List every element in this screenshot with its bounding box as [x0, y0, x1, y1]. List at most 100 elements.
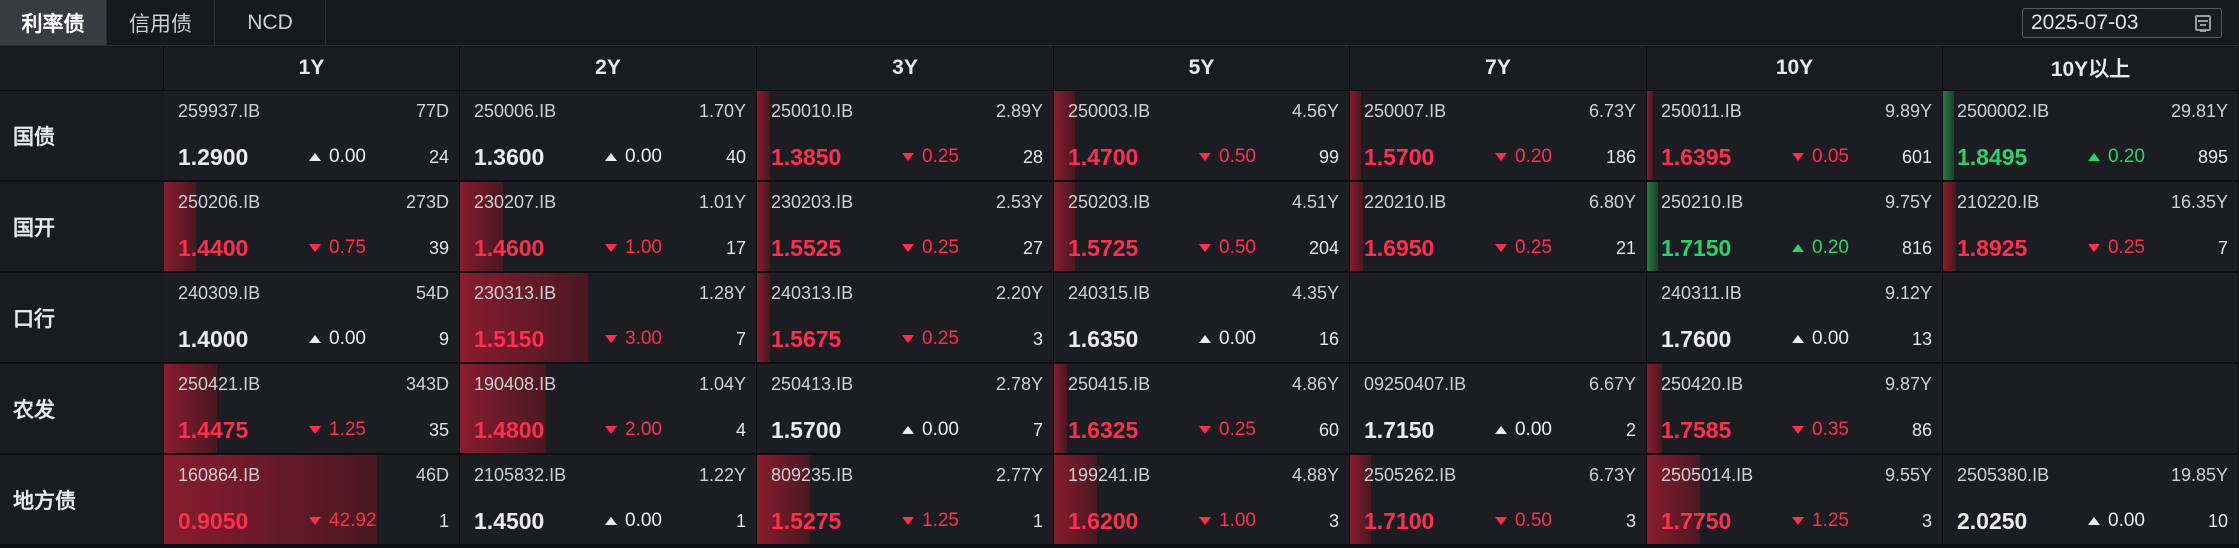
change-amount: 0.00	[1812, 328, 1849, 349]
bond-cell[interactable]: 250415.IB 4.86Y 1.6325 0.25 60	[1054, 364, 1350, 454]
change-amount: 1.00	[625, 237, 662, 258]
bond-cell[interactable]: 259937.IB 77D 1.2900 0.00 24	[164, 91, 460, 181]
column-header: 5Y	[1054, 46, 1350, 91]
change-value: 0.00	[309, 146, 366, 168]
bond-cell[interactable]: 250420.IB 9.87Y 1.7585 0.35 86	[1647, 364, 1943, 454]
yield-value: 1.6395	[1661, 144, 1732, 170]
top-bar: 利率债 信用债 NCD 2025-07-03	[0, 0, 2239, 46]
triangle-up-icon	[605, 153, 617, 161]
yield-value: 1.5150	[474, 326, 545, 352]
date-picker[interactable]: 2025-07-03	[2022, 8, 2222, 38]
bond-cell[interactable]: 250003.IB 4.56Y 1.4700 0.50 99	[1054, 91, 1350, 181]
yield-value: 1.4475	[178, 417, 249, 443]
remaining-term: 19.85Y	[2170, 465, 2228, 485]
bond-code: 2500002.IB	[1957, 101, 2050, 121]
yield-value: 1.8925	[1957, 235, 2028, 261]
bond-code: 2105832.IB	[474, 465, 567, 485]
change-magnitude-bar	[1647, 91, 1653, 180]
tab-credit-bonds[interactable]: 信用债	[107, 0, 215, 45]
bond-cell[interactable]: 250010.IB 2.89Y 1.3850 0.25 28	[757, 91, 1054, 181]
change-value: 0.25	[902, 237, 959, 259]
change-value: 0.20	[1495, 146, 1552, 168]
bond-cell[interactable]: 160864.IB 46D 0.9050 42.92 1	[164, 455, 460, 545]
change-value: 0.25	[1495, 237, 1552, 259]
bond-code: 250003.IB	[1068, 101, 1151, 121]
bond-cell[interactable]: 240311.IB 9.12Y 1.7600 0.00 13	[1647, 273, 1943, 363]
change-value: 0.35	[1792, 419, 1849, 441]
change-magnitude-bar	[460, 182, 503, 271]
trade-count: 3	[1625, 511, 1636, 531]
tab-ncd[interactable]: NCD	[215, 0, 326, 45]
triangle-up-icon	[1792, 335, 1804, 343]
bond-cell[interactable]: 809235.IB 2.77Y 1.5275 1.25 1	[757, 455, 1054, 545]
remaining-term: 9.87Y	[1884, 374, 1932, 394]
change-value: 2.00	[605, 419, 662, 441]
bond-cell[interactable]: 09250407.IB 6.67Y 1.7150 0.00 2	[1350, 364, 1647, 454]
bond-cell[interactable]: 240309.IB 54D 1.4000 0.00 9	[164, 273, 460, 363]
triangle-down-icon	[1792, 153, 1804, 161]
triangle-down-icon	[1495, 153, 1507, 161]
triangle-down-icon	[309, 517, 321, 525]
bond-code: 250006.IB	[474, 101, 557, 121]
yield-value: 0.9050	[178, 508, 249, 534]
change-amount: 0.50	[1219, 237, 1256, 258]
trade-count: 4	[735, 420, 746, 440]
bond-code: 809235.IB	[771, 465, 854, 485]
remaining-term: 6.73Y	[1588, 101, 1636, 121]
change-amount: 0.20	[1812, 237, 1849, 258]
bond-cell[interactable]: 2505262.IB 6.73Y 1.7100 0.50 3	[1350, 455, 1647, 545]
trade-count: 2	[1625, 420, 1636, 440]
yield-value: 2.0250	[1957, 508, 2028, 534]
bond-cell[interactable]: 250206.IB 273D 1.4400 0.75 39	[164, 182, 460, 272]
bond-cell[interactable]: 250203.IB 4.51Y 1.5725 0.50 204	[1054, 182, 1350, 272]
remaining-term: 1.01Y	[698, 192, 746, 212]
change-amount: 0.00	[329, 328, 366, 349]
change-magnitude-bar	[1350, 182, 1363, 271]
bond-cell[interactable]: 230203.IB 2.53Y 1.5525 0.25 27	[757, 182, 1054, 272]
bond-cell[interactable]: 250007.IB 6.73Y 1.5700 0.20 186	[1350, 91, 1647, 181]
bond-cell[interactable]: 250210.IB 9.75Y 1.7150 0.20 816	[1647, 182, 1943, 272]
bond-code: 210220.IB	[1957, 192, 2040, 212]
bond-cell[interactable]: 2505014.IB 9.55Y 1.7750 1.25 3	[1647, 455, 1943, 545]
bond-cell[interactable]: 230207.IB 1.01Y 1.4600 1.00 17	[460, 182, 757, 272]
remaining-term: 9.55Y	[1884, 465, 1932, 485]
triangle-down-icon	[2088, 244, 2100, 252]
bond-cell[interactable]: 240313.IB 2.20Y 1.5675 0.25 3	[757, 273, 1054, 363]
bond-cell[interactable]: 230313.IB 1.28Y 1.5150 3.00 7	[460, 273, 757, 363]
bond-cell[interactable]: 250011.IB 9.89Y 1.6395 0.05 601	[1647, 91, 1943, 181]
change-value: 0.00	[605, 146, 662, 168]
change-magnitude-bar	[757, 182, 770, 271]
change-amount: 0.50	[1219, 146, 1256, 167]
change-magnitude-bar	[164, 455, 377, 544]
tab-rate-bonds[interactable]: 利率债	[0, 0, 107, 45]
change-magnitude-bar	[164, 364, 217, 453]
bond-cell[interactable]: 190408.IB 1.04Y 1.4800 2.00 4	[460, 364, 757, 454]
bond-cell[interactable]: 220210.IB 6.80Y 1.6950 0.25 21	[1350, 182, 1647, 272]
yield-value: 1.6200	[1068, 508, 1139, 534]
change-value: 0.25	[1199, 419, 1256, 441]
trade-count: 60	[1318, 420, 1339, 440]
bond-cell[interactable]: 250421.IB 343D 1.4475 1.25 35	[164, 364, 460, 454]
change-value: 0.00	[605, 510, 662, 532]
bond-cell[interactable]: 240315.IB 4.35Y 1.6350 0.00 16	[1054, 273, 1350, 363]
trade-count: 35	[428, 420, 449, 440]
bond-cell[interactable]: 250413.IB 2.78Y 1.5700 0.00 7	[757, 364, 1054, 454]
change-value: 3.00	[605, 328, 662, 350]
column-header: 10Y	[1647, 46, 1943, 91]
bond-cell[interactable]: 2500002.IB 29.81Y 1.8495 0.20 895	[1943, 91, 2239, 181]
yield-value: 1.7750	[1661, 508, 1732, 534]
bond-cell[interactable]: 250006.IB 1.70Y 1.3600 0.00 40	[460, 91, 757, 181]
bond-cell[interactable]: 2505380.IB 19.85Y 2.0250 0.00 10	[1943, 455, 2239, 545]
change-magnitude-bar	[1054, 455, 1097, 544]
bond-cell[interactable]: 199241.IB 4.88Y 1.6200 1.00 3	[1054, 455, 1350, 545]
calendar-icon[interactable]	[2195, 15, 2211, 32]
change-amount: 0.00	[922, 419, 959, 440]
bond-code: 240311.IB	[1661, 283, 1742, 303]
change-value: 42.92	[309, 510, 377, 532]
change-amount: 0.05	[1812, 146, 1849, 167]
bond-cell[interactable]: 210220.IB 16.35Y 1.8925 0.25 7	[1943, 182, 2239, 272]
change-amount: 1.25	[922, 510, 959, 531]
change-amount: 0.25	[1515, 237, 1552, 258]
remaining-term: 9.89Y	[1884, 101, 1932, 121]
bond-cell[interactable]: 2105832.IB 1.22Y 1.4500 0.00 1	[460, 455, 757, 545]
